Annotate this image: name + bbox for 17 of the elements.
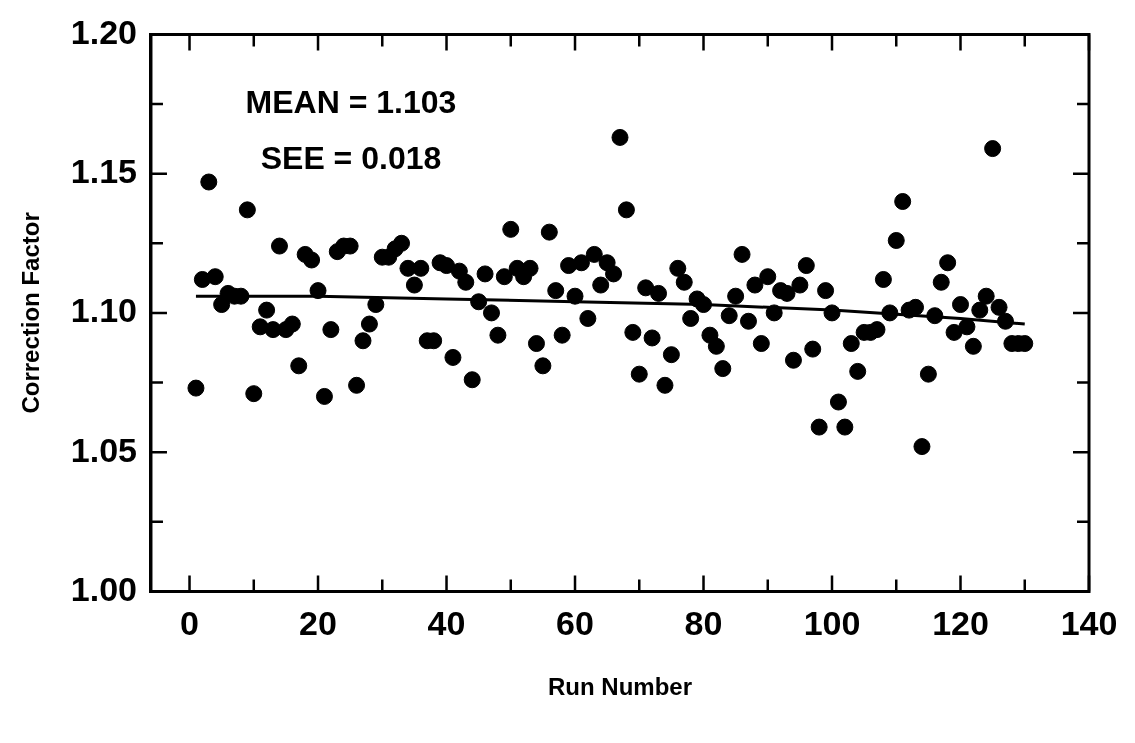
y-tick-label: 1.15 [70, 152, 137, 191]
y-tick-label: 1.00 [70, 569, 137, 608]
y-tick-label: 1.10 [70, 291, 137, 330]
y-tick-label: 1.20 [70, 12, 137, 51]
annotation: SEE = 0.018 [260, 140, 442, 177]
x-tick-label: 120 [932, 604, 989, 643]
x-axis-title: Run Number [547, 673, 692, 701]
x-tick-label: 100 [803, 604, 861, 643]
x-tick-label: 140 [1060, 604, 1118, 643]
annotation: MEAN = 1.103 [245, 84, 457, 121]
x-tick-label: 80 [684, 604, 723, 643]
x-tick-label: 40 [427, 604, 466, 643]
y-tick-label: 1.05 [70, 430, 137, 469]
y-axis-title: Correction Factor [17, 212, 45, 414]
x-tick-label: 0 [180, 604, 199, 643]
x-tick-label: 60 [556, 604, 594, 643]
x-tick-label: 20 [299, 604, 337, 643]
